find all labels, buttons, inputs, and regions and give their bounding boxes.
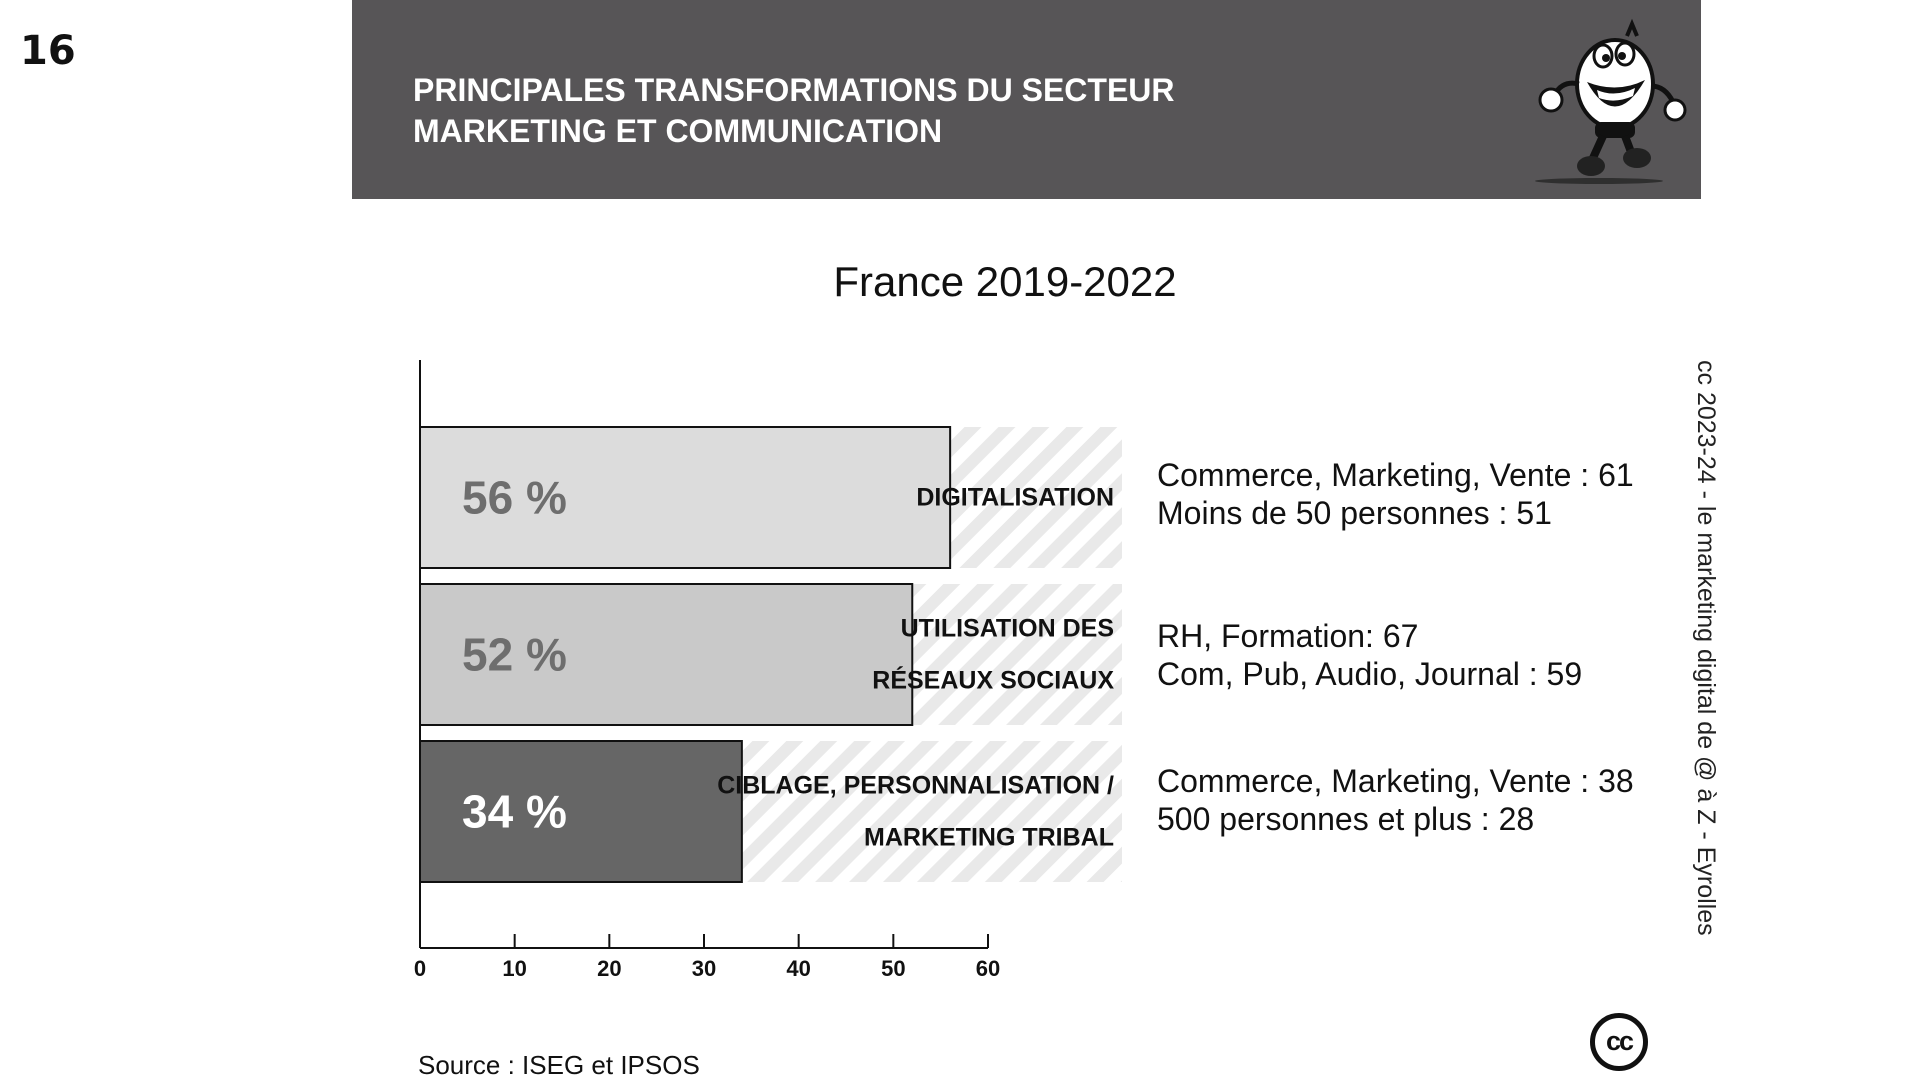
x-tick-label: 0 [414,956,426,981]
bar [419,426,952,569]
bar-value-label: 56 % [462,472,567,524]
x-tick-label: 30 [692,956,716,981]
copyright-credit-text: cc 2023-24 - le marketing digital de @ à… [1692,360,1720,936]
category-label: RÉSEAUX SOCIAUX [872,666,1114,695]
bar-value-label: 34 % [462,786,567,838]
note-line: RH, Formation: 67 [1157,618,1419,654]
x-tick-label: 60 [976,956,1000,981]
category-label: CIBLAGE, PERSONNALISATION / [717,772,1114,800]
source-note: Source : ISEG et IPSOS [418,1050,700,1080]
category-label: UTILISATION DES [901,615,1114,643]
page-title: PRINCIPALES TRANSFORMATIONS DU SECTEUR M… [413,70,1175,152]
mascot-illustration [1535,18,1687,184]
chart-title: France 2019-2022 [833,258,1177,305]
x-tick-label: 40 [786,956,810,981]
x-tick-label: 20 [597,956,621,981]
note-line: Com, Pub, Audio, Journal : 59 [1157,656,1583,692]
x-tick-label: 50 [881,956,905,981]
header-banner: PRINCIPALES TRANSFORMATIONS DU SECTEUR M… [352,0,1701,199]
category-label: DIGITALISATION [916,484,1114,512]
copyright-credit: cc 2023-24 - le marketing digital de @ à… [1690,360,1730,1000]
bar-value-label: 52 % [462,629,567,681]
note-line: 500 personnes et plus : 28 [1157,801,1535,837]
note-line: Commerce, Marketing, Vente : 38 [1157,763,1634,799]
note-line: Commerce, Marketing, Vente : 61 [1157,457,1634,493]
creative-commons-icon: cc [1590,1013,1648,1071]
bar [419,583,914,726]
page-title-line-1: PRINCIPALES TRANSFORMATIONS DU SECTEUR [413,72,1175,108]
category-label: MARKETING TRIBAL [864,824,1114,852]
page-title-line-2: MARKETING ET COMMUNICATION [413,113,943,149]
slide-number: 16 [20,28,76,74]
note-line: Moins de 50 personnes : 51 [1157,495,1552,531]
x-tick-label: 10 [502,956,526,981]
